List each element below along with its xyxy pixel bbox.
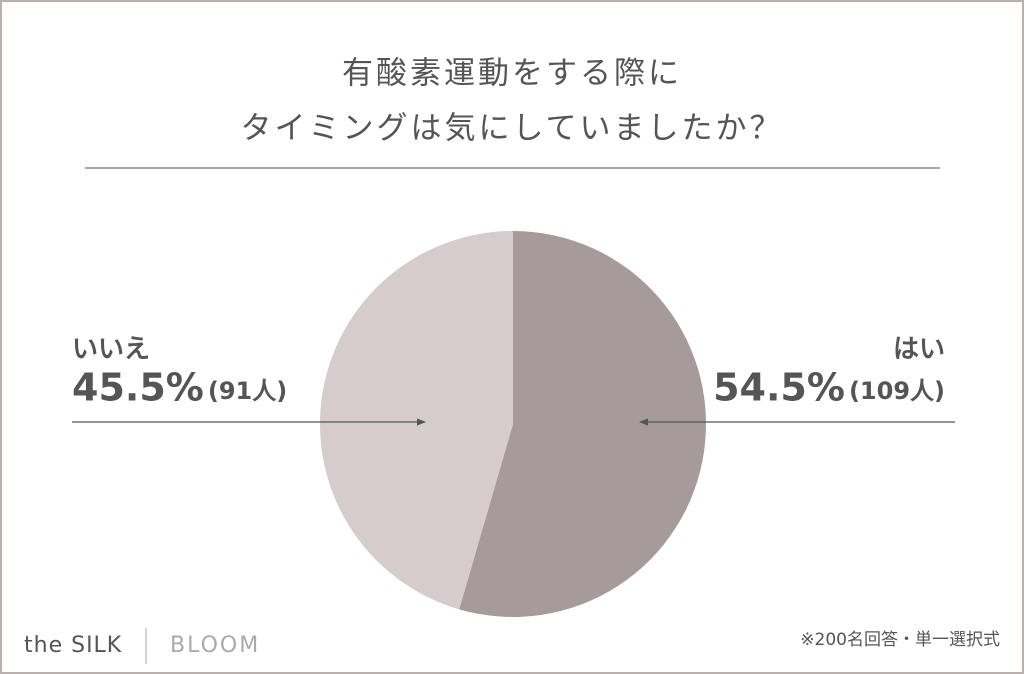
legend-label: いいえ — [72, 335, 150, 365]
value-label: 54.5% — [713, 366, 845, 410]
brand: the SILK — [24, 633, 122, 658]
value-label: 45.5% — [72, 366, 204, 410]
pie-slice — [459, 231, 707, 617]
count-label: (109人) — [849, 377, 945, 405]
count-label: (91人) — [208, 377, 287, 405]
pie-slice — [320, 231, 513, 610]
brand: BLOOM — [170, 633, 260, 658]
legend-label: はい — [893, 335, 945, 365]
chart-title: 有酸素運動をする際に — [342, 56, 682, 92]
chart-title: タイミングは気にしていましたか？ — [240, 111, 783, 147]
footnote: ※200名回答・単一選択式 — [800, 630, 1000, 650]
